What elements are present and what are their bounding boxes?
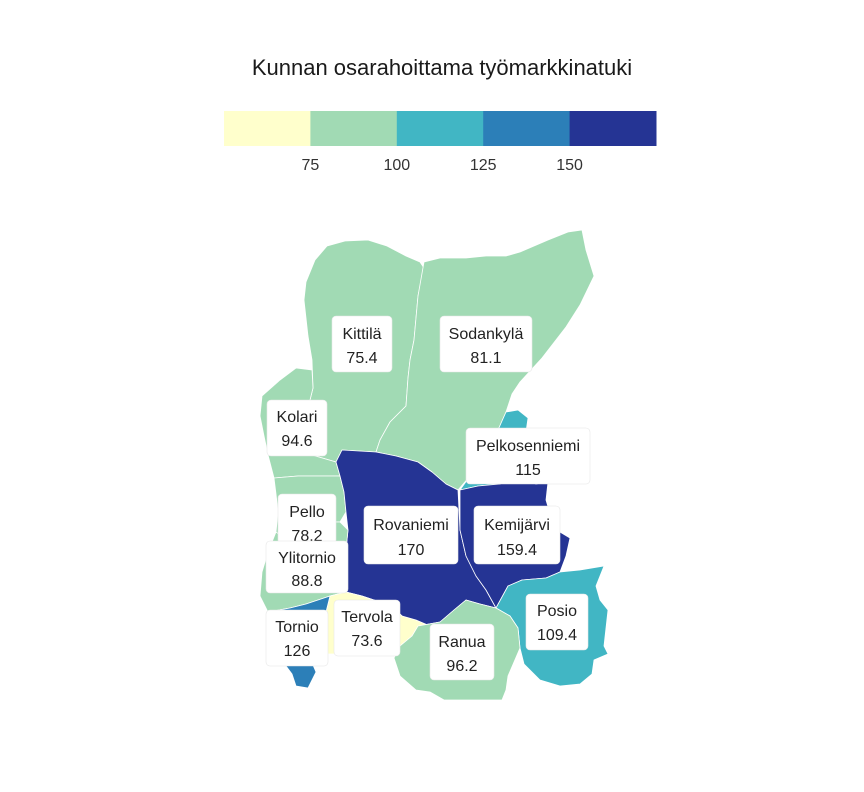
label-value-sodankyla: 81.1 [470, 350, 501, 367]
label-name-rovaniemi: Rovaniemi [373, 517, 449, 534]
label-name-sodankyla: Sodankylä [449, 326, 524, 343]
label-value-ranua: 96.2 [446, 658, 477, 675]
label-ranua: Ranua 96.2 [429, 623, 495, 681]
legend-swatch [310, 111, 398, 146]
label-name-tervola: Tervola [341, 609, 393, 626]
label-value-kemijarvi: 159.4 [497, 542, 537, 559]
legend-tick-label: 150 [556, 157, 583, 174]
label-value-pelkosenniemi: 115 [515, 462, 541, 479]
label-value-tornio: 126 [284, 643, 311, 660]
label-tervola: Tervola 73.6 [333, 599, 401, 657]
label-value-posio: 109.4 [537, 627, 577, 644]
label-kemijarvi: Kemijärvi 159.4 [473, 505, 561, 565]
label-pello: Pello 78.2 [277, 493, 337, 545]
map-title: Kunnan osarahoittama työmarkkinatuki [251, 55, 633, 80]
legend-swatch [396, 111, 484, 146]
label-value-ylitornio: 88.8 [291, 573, 322, 590]
label-posio: Posio 109.4 [525, 593, 589, 651]
label-ylitornio: Ylitornio 88.8 [265, 540, 349, 594]
legend-tick-label: 125 [470, 157, 497, 174]
label-pelkosenniemi: Pelkosenniemi 115 [465, 427, 591, 485]
map-labels: Kittilä 75.4 Sodankylä 81.1 Kolari 94.6 … [265, 315, 591, 681]
label-sodankyla: Sodankylä 81.1 [439, 315, 533, 373]
label-name-kolari: Kolari [277, 409, 318, 426]
label-value-kolari: 94.6 [281, 433, 312, 450]
color-legend: 75 100 125 150 [224, 111, 657, 174]
legend-tick-label: 100 [383, 157, 410, 174]
label-value-tervola: 73.6 [351, 633, 382, 650]
legend-swatch [224, 111, 311, 146]
label-rovaniemi: Rovaniemi 170 [363, 505, 459, 565]
label-name-tornio: Tornio [275, 619, 319, 636]
label-value-rovaniemi: 170 [398, 542, 425, 559]
legend-swatch [483, 111, 571, 146]
legend-swatch [569, 111, 657, 146]
label-name-pelkosenniemi: Pelkosenniemi [476, 438, 580, 455]
legend-tick-label: 75 [302, 157, 320, 174]
label-name-posio: Posio [537, 603, 577, 620]
label-name-kittila: Kittilä [342, 326, 381, 343]
label-name-ranua: Ranua [438, 634, 485, 651]
label-value-kittila: 75.4 [346, 350, 377, 367]
label-kolari: Kolari 94.6 [266, 399, 328, 457]
label-tornio: Tornio 126 [265, 609, 329, 667]
label-name-pello: Pello [289, 504, 325, 521]
label-kittila: Kittilä 75.4 [331, 315, 393, 373]
label-name-kemijarvi: Kemijärvi [484, 517, 550, 534]
label-name-ylitornio: Ylitornio [278, 550, 336, 567]
